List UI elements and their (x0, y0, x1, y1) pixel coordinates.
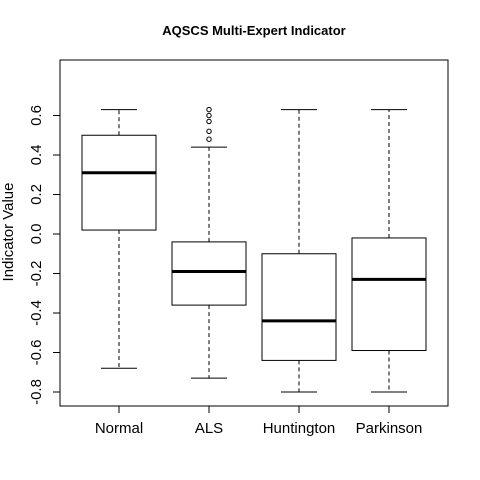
iqr-box (171, 241, 247, 306)
iqr-box (81, 134, 157, 231)
y-tick-label: 0.4 (28, 145, 45, 166)
chart-title: AQSCS Multi-Expert Indicator (162, 23, 345, 38)
y-tick-label: -0.2 (28, 261, 45, 287)
y-tick-label: 0.6 (28, 105, 45, 126)
box-normal (81, 109, 157, 369)
x-tick-label: Huntington (263, 420, 336, 437)
x-tick-label: Parkinson (356, 420, 423, 437)
box-als (171, 106, 247, 379)
outlier-point (206, 118, 212, 125)
plot-frame (59, 59, 449, 407)
x-tick-label: Normal (95, 420, 143, 437)
box-group (81, 106, 427, 393)
outlier-point (206, 106, 212, 113)
x-axis: Normal ALS Huntington Parkinson (95, 405, 423, 437)
y-tick-label: -0.8 (28, 379, 45, 405)
y-tick-label: 0.0 (28, 224, 45, 245)
iqr-box (351, 237, 427, 352)
y-axis: -0.8 -0.6 -0.4 -0.2 0.0 0.2 0.4 0.6 (28, 105, 61, 405)
y-tick-label: 0.2 (28, 184, 45, 205)
box-parkinson (351, 109, 427, 393)
box-huntington (261, 109, 337, 393)
y-tick-label: -0.4 (28, 300, 45, 326)
outlier-point (206, 136, 212, 142)
iqr-box (261, 253, 337, 361)
y-tick-label: -0.6 (28, 340, 45, 366)
outlier-point (206, 128, 212, 135)
outlier-point (206, 112, 212, 119)
y-axis-title: Indicator Value (0, 183, 17, 282)
x-tick-label: ALS (195, 420, 223, 437)
